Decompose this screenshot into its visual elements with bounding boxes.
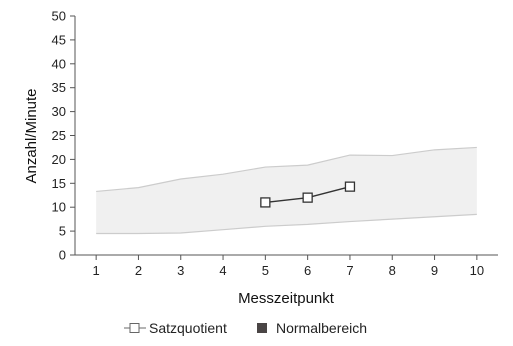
x-tick-label: 2 [135, 263, 142, 278]
y-tick-label: 15 [52, 176, 66, 191]
y-axis-title: Anzahl/Minute [23, 88, 40, 183]
x-tick-label: 5 [262, 263, 269, 278]
legend-item-satzquotient: Satzquotient [124, 320, 227, 336]
satzquotient-point [344, 181, 356, 192]
legend-label-normalbereich: Normalbereich [276, 320, 367, 336]
y-tick-label: 25 [52, 128, 66, 143]
normal-range-band [96, 147, 477, 234]
y-tick-label: 20 [52, 152, 66, 167]
legend-item-normalbereich: Normalbereich [257, 320, 367, 336]
normal-range-upper-line [96, 146, 477, 193]
y-tick-label: 45 [52, 32, 66, 47]
legend-label-satzquotient: Satzquotient [149, 320, 227, 336]
y-tick-label: 50 [52, 9, 66, 24]
legend-marker-satzquotient [129, 323, 140, 333]
x-tick-label: 1 [93, 263, 100, 278]
x-axis-title: Messzeitpunkt [238, 290, 335, 307]
x-tick-label: 10 [470, 263, 484, 278]
x-tick-label: 7 [346, 263, 353, 278]
y-tick-label: 35 [52, 80, 66, 95]
satzquotient-layer [260, 181, 356, 208]
legend: Satzquotient Normalbereich [124, 320, 367, 336]
y-tick-label: 30 [52, 104, 66, 119]
x-tick-label: 6 [304, 263, 311, 278]
normal-range-lower-line [96, 213, 477, 235]
y-tick-label: 5 [59, 224, 66, 239]
normal-range-layer [96, 146, 477, 235]
y-tick-label: 0 [59, 248, 66, 263]
x-tick-label: 9 [431, 263, 438, 278]
x-tick-label: 8 [389, 263, 396, 278]
x-tick-label: 3 [177, 263, 184, 278]
satzquotient-point [260, 197, 271, 208]
x-tick-label: 4 [219, 263, 226, 278]
y-tick-label: 40 [52, 56, 66, 71]
legend-swatch-normalbereich [257, 323, 267, 333]
y-tick-label: 10 [52, 200, 66, 215]
satzquotient-point [302, 192, 313, 203]
